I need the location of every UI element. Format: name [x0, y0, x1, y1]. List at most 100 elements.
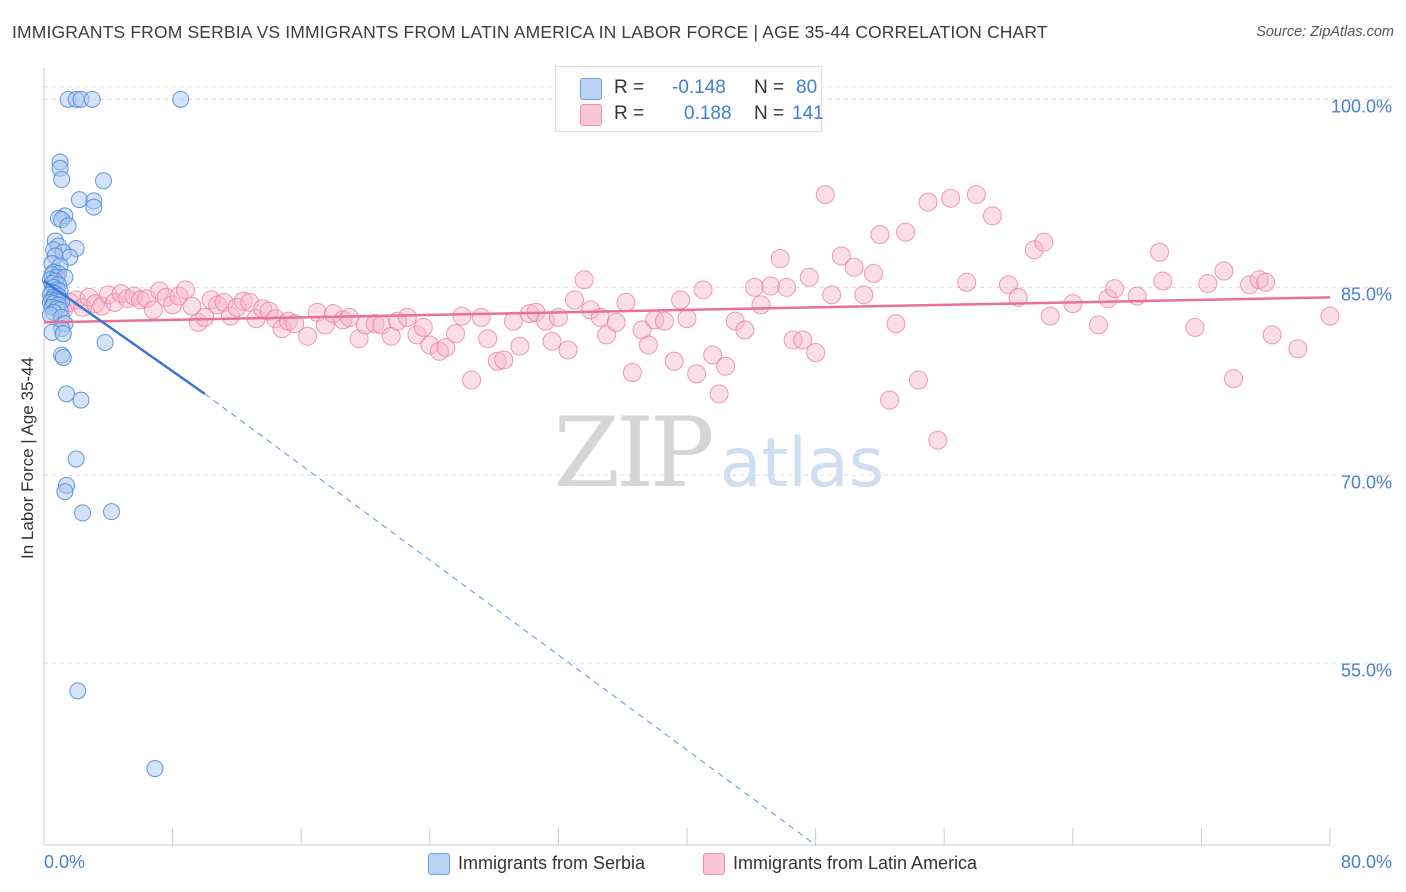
latin-point	[494, 350, 514, 370]
legend-swatch-latin	[703, 853, 725, 875]
serbia-n-value: 80	[796, 77, 818, 98]
latin-point	[815, 185, 835, 205]
latin-point	[558, 340, 578, 360]
latin-point	[1008, 287, 1028, 307]
serbia-point	[74, 504, 92, 522]
latin-point	[285, 314, 305, 334]
latin-point	[831, 246, 851, 266]
latin-point	[446, 324, 466, 344]
latin-point	[233, 291, 253, 311]
y-tick-label: 100.0%	[1330, 96, 1392, 117]
serbia-point	[96, 333, 114, 351]
latin-point	[671, 290, 691, 310]
serbia-point	[94, 172, 112, 190]
latin-point	[1224, 369, 1244, 389]
latin-point	[822, 285, 842, 305]
latin-point	[1150, 242, 1170, 262]
y-tick-label: 85.0%	[1340, 284, 1392, 305]
latin-point	[957, 272, 977, 292]
serbia-point	[172, 90, 190, 108]
latin-point	[429, 341, 449, 361]
grid-lines	[44, 86, 1392, 664]
latin-point	[1034, 232, 1054, 252]
latin-point	[880, 390, 900, 410]
watermark-atlas: atlas	[720, 424, 884, 503]
latin-point	[896, 222, 916, 242]
latin-point	[1098, 289, 1118, 309]
latin-point	[687, 364, 707, 384]
latin-point	[783, 330, 803, 350]
latin-point	[452, 306, 472, 326]
y-tick-label: 70.0%	[1340, 472, 1392, 493]
latin-point	[966, 185, 986, 205]
latin-point	[143, 300, 163, 320]
serbia-trend-extension	[204, 393, 816, 846]
latin-point	[870, 225, 890, 245]
latin-point	[130, 290, 150, 310]
latin-point	[716, 356, 736, 376]
serbia-point	[67, 450, 85, 468]
serbia-point	[54, 325, 72, 343]
latin-point	[982, 206, 1002, 226]
latin-n-label: N =	[754, 103, 785, 124]
stats-box: R = -0.148 N = 80 R = 0.188 N = 141	[555, 66, 824, 132]
latin-point	[462, 370, 482, 390]
serbia-point	[85, 198, 103, 216]
latin-trend-line	[43, 296, 1331, 324]
serbia-point	[59, 217, 77, 235]
latin-point	[703, 345, 723, 365]
watermark-zip: ZIP	[553, 397, 712, 509]
serbia-trend-line	[43, 280, 206, 395]
latin-point	[471, 307, 491, 327]
latin-n-value: 141	[792, 103, 824, 124]
latin-point	[503, 311, 523, 331]
latin-point	[1262, 325, 1282, 345]
latin-point	[1288, 339, 1308, 359]
latin-point	[941, 188, 961, 208]
latin-point	[638, 335, 658, 355]
x-tick-label-min: 0.0%	[44, 852, 86, 872]
latin-point	[272, 319, 292, 339]
latin-point	[175, 280, 195, 300]
latin-point	[761, 276, 781, 296]
latin-point	[863, 264, 883, 284]
latin-point	[510, 336, 530, 356]
latin-point	[597, 325, 617, 345]
latin-point	[397, 307, 417, 327]
latin-point	[182, 296, 202, 316]
latin-r-value: 0.188	[684, 103, 732, 124]
latin-point	[478, 329, 498, 349]
serbia-point	[54, 348, 72, 366]
latin-point	[806, 342, 826, 362]
latin-point	[622, 363, 642, 383]
latin-point	[799, 267, 819, 287]
latin-point	[1214, 261, 1234, 281]
latin-point	[928, 430, 948, 450]
latin-r-label: R =	[614, 103, 645, 124]
latin-point	[542, 331, 562, 351]
serbia-point	[53, 171, 71, 189]
latin-point	[407, 325, 427, 345]
latin-point	[735, 320, 755, 340]
latin-point	[908, 370, 928, 390]
latin-point	[1320, 306, 1340, 326]
latin-point	[259, 301, 279, 321]
serbia-points	[41, 90, 190, 778]
latin-point	[606, 312, 626, 332]
latin-point	[365, 314, 385, 334]
x-tick-label-max: 80.0%	[1340, 852, 1392, 872]
latin-point	[1240, 275, 1260, 295]
latin-point	[654, 311, 674, 331]
serbia-point	[58, 385, 76, 403]
latin-point	[1153, 271, 1173, 291]
latin-point	[793, 330, 813, 350]
serbia-point	[72, 391, 90, 409]
latin-point	[413, 317, 433, 337]
latin-point	[999, 275, 1018, 295]
latin-point	[886, 314, 906, 334]
trend-lines	[43, 280, 1331, 846]
latin-point	[323, 304, 343, 324]
latin-point	[574, 270, 594, 290]
legend-label-latin: Immigrants from Latin America	[733, 853, 978, 873]
latin-point	[420, 335, 440, 355]
